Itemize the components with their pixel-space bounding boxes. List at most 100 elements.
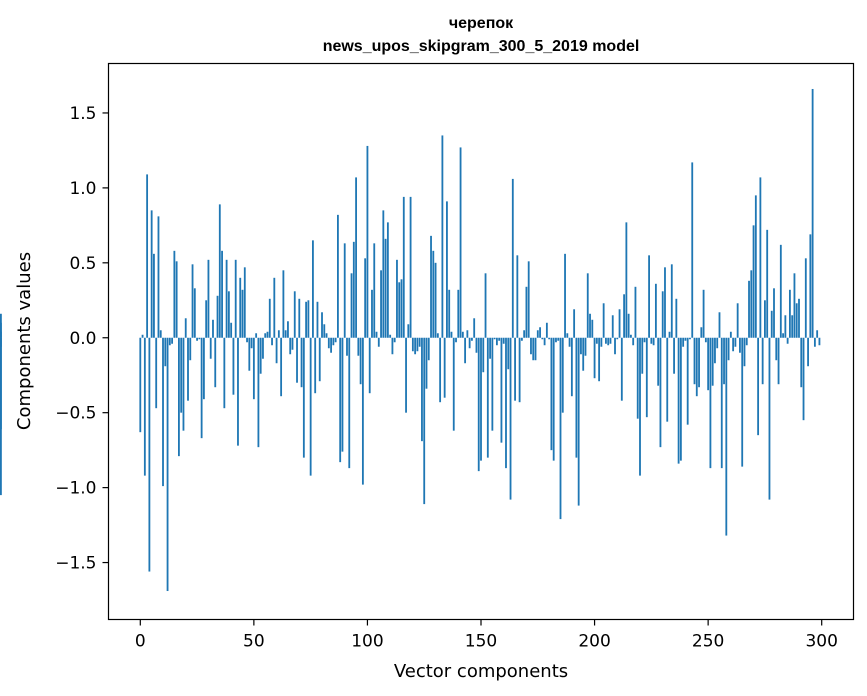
bar-117 <box>405 337 407 413</box>
bar-37 <box>223 337 226 409</box>
y-tick-label: 1.5 <box>69 104 96 124</box>
bar-232 <box>666 337 669 422</box>
bar-72 <box>302 337 305 458</box>
bar-88 <box>339 337 342 463</box>
bar-44 <box>239 277 242 338</box>
bar-164 <box>511 178 514 338</box>
bar-4 <box>148 337 151 572</box>
bar-277 <box>768 337 771 500</box>
bar-18 <box>180 337 183 413</box>
bar-209 <box>614 337 616 355</box>
bar-201 <box>595 337 598 344</box>
bar-148 <box>475 337 478 353</box>
bar-259 <box>727 337 730 361</box>
bar-13 <box>168 337 171 346</box>
bar-93 <box>350 273 353 338</box>
bar-245 <box>695 337 698 397</box>
bar-92 <box>348 337 351 469</box>
bar-45 <box>241 289 244 338</box>
bar-54 <box>262 337 264 359</box>
bar-5 <box>150 210 153 338</box>
bar-82 <box>325 333 328 338</box>
bar-15 <box>173 250 176 338</box>
bar-90 <box>343 243 346 338</box>
bar-202 <box>598 337 601 382</box>
bar-248 <box>702 289 705 338</box>
bar-188 <box>566 333 569 338</box>
bar-301 <box>0 313 2 338</box>
bar-215 <box>627 313 630 338</box>
bar-299 <box>818 337 821 346</box>
bar-17 <box>178 337 180 457</box>
bar-159 <box>500 337 503 443</box>
bar-157 <box>495 337 498 346</box>
bar-121 <box>414 337 417 355</box>
bar-123 <box>418 337 421 347</box>
bar-223 <box>645 337 648 418</box>
bar-49 <box>250 337 253 349</box>
y-tick-label: 1.0 <box>69 179 96 199</box>
bar-272 <box>757 337 760 436</box>
bar-191 <box>573 309 576 338</box>
bar-290 <box>798 298 800 338</box>
bar-257 <box>723 337 725 385</box>
y-tick-label: 0.5 <box>69 254 96 274</box>
bar-256 <box>720 337 723 469</box>
bar-119 <box>409 196 412 338</box>
bar-32 <box>212 319 214 338</box>
bar-28 <box>202 337 205 400</box>
bar-109 <box>386 222 389 338</box>
bar-252 <box>711 337 714 386</box>
bar-127 <box>427 337 430 361</box>
bars-group <box>0 88 821 592</box>
bar-50 <box>252 337 255 400</box>
bar-98 <box>361 337 364 485</box>
bar-83 <box>327 337 330 349</box>
bar-187 <box>564 253 566 338</box>
bar-151 <box>482 337 485 373</box>
bar-22 <box>189 337 192 361</box>
bar-21 <box>187 337 189 401</box>
bar-36 <box>221 250 223 338</box>
bar-29 <box>205 300 208 338</box>
bar-163 <box>509 337 512 500</box>
bar-27 <box>200 337 203 439</box>
bar-124 <box>421 337 423 442</box>
bar-24 <box>193 288 196 338</box>
bar-203 <box>600 337 603 347</box>
bar-194 <box>580 337 582 355</box>
y-tick-label: 0.0 <box>69 329 96 349</box>
bar-97 <box>359 337 362 385</box>
bar-224 <box>648 255 650 338</box>
bar-258 <box>725 337 728 536</box>
bar-171 <box>527 261 530 338</box>
bar-147 <box>473 318 476 338</box>
bar-270 <box>752 225 755 338</box>
bar-229 <box>659 337 662 448</box>
bar-169 <box>523 330 526 338</box>
bar-86 <box>334 337 337 343</box>
bar-247 <box>700 327 703 338</box>
bar-192 <box>575 337 578 458</box>
chart-subtitle: news_upos_skipgram_300_5_2019 model <box>323 38 640 55</box>
bar-156 <box>493 337 496 340</box>
bar-221 <box>641 337 644 374</box>
bar-38 <box>225 259 228 338</box>
bar-139 <box>455 337 457 343</box>
bar-269 <box>750 270 753 338</box>
bar-107 <box>382 210 385 338</box>
bar-8 <box>157 216 160 338</box>
bar-217 <box>632 337 635 346</box>
bar-146 <box>471 337 473 341</box>
bar-254 <box>716 337 719 349</box>
bar-31 <box>209 337 212 359</box>
bar-173 <box>532 337 535 361</box>
bar-222 <box>643 337 646 343</box>
bar-235 <box>673 337 675 374</box>
bar-193 <box>577 337 580 506</box>
bar-185 <box>559 337 562 520</box>
bar-20 <box>184 318 187 338</box>
bar-296 <box>811 88 814 338</box>
y-axis-label: Components values <box>14 252 35 430</box>
bar-234 <box>670 264 673 338</box>
